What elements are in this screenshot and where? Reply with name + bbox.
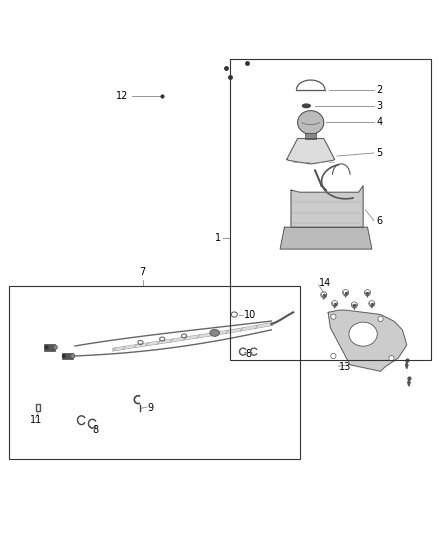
Text: 3: 3 (376, 101, 382, 111)
Circle shape (62, 354, 66, 358)
Circle shape (331, 353, 336, 359)
Ellipse shape (349, 322, 377, 346)
Polygon shape (280, 227, 372, 249)
Ellipse shape (297, 111, 324, 134)
Ellipse shape (53, 345, 57, 350)
Bar (10, 286, 300, 458)
Text: 12: 12 (117, 91, 129, 101)
Text: 1: 1 (215, 233, 221, 243)
Ellipse shape (71, 354, 75, 358)
Bar (305, 133, 316, 139)
Bar (230, 59, 431, 360)
Circle shape (389, 356, 394, 361)
Bar (36, 403, 40, 411)
Text: 8: 8 (245, 349, 251, 359)
Text: 8: 8 (92, 425, 99, 435)
Text: 14: 14 (318, 278, 331, 288)
Circle shape (331, 314, 336, 319)
Ellipse shape (302, 104, 310, 108)
Polygon shape (291, 185, 363, 227)
Text: 10: 10 (244, 310, 257, 319)
Ellipse shape (210, 329, 219, 336)
Bar (62, 352, 73, 359)
Text: 9: 9 (148, 403, 154, 414)
Circle shape (44, 345, 49, 350)
Text: 5: 5 (376, 148, 382, 158)
Polygon shape (287, 139, 335, 164)
Circle shape (378, 316, 383, 321)
FancyArrow shape (408, 378, 410, 386)
Text: 13: 13 (339, 362, 351, 372)
FancyArrow shape (406, 360, 408, 369)
Text: 11: 11 (30, 415, 42, 425)
Text: 7: 7 (139, 268, 146, 277)
Polygon shape (328, 310, 407, 372)
Text: 4: 4 (376, 117, 382, 127)
Bar (44, 344, 55, 351)
Text: 6: 6 (376, 216, 382, 225)
Text: 2: 2 (376, 85, 382, 95)
